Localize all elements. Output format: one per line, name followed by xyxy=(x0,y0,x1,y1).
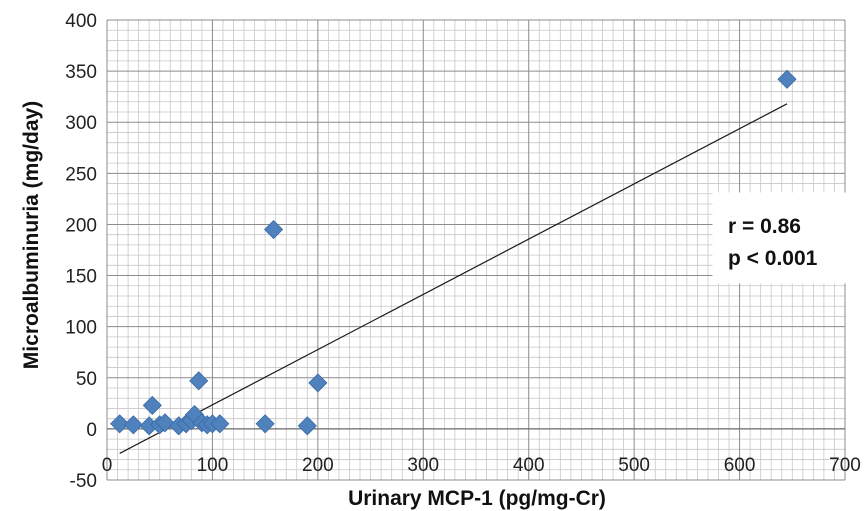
stats-box xyxy=(712,192,846,284)
p-value-label: p < 0.001 xyxy=(728,247,818,270)
x-tick-label: 100 xyxy=(197,455,229,476)
data-point xyxy=(110,414,130,434)
y-tick-label: 400 xyxy=(65,11,97,32)
y-tick-label: 250 xyxy=(65,164,97,185)
data-point xyxy=(189,371,209,391)
trendline-group xyxy=(119,103,788,454)
data-point xyxy=(123,415,143,435)
data-point xyxy=(142,395,162,415)
x-tick-labels: 0 100 200 300 400 500 600 700 xyxy=(102,455,861,476)
y-tick-label: -50 xyxy=(70,471,97,492)
y-axis-title: Microalbuminuria (mg/day) xyxy=(20,101,43,369)
x-tick-label: 400 xyxy=(513,455,545,476)
y-tick-label: 50 xyxy=(76,369,97,390)
x-tick-label: 500 xyxy=(618,455,650,476)
data-point xyxy=(264,219,284,240)
data-point xyxy=(308,373,328,393)
minor-grid xyxy=(107,20,845,480)
x-tick-label: 0 xyxy=(102,455,113,476)
x-tick-label: 600 xyxy=(724,455,756,476)
y-tick-labels: -50 0 50 100 150 200 250 300 350 400 xyxy=(65,11,97,492)
data-points xyxy=(110,69,797,436)
r-value-label: r = 0.86 xyxy=(728,215,801,238)
y-tick-label: 300 xyxy=(65,113,97,134)
y-tick-label: 350 xyxy=(65,62,97,83)
data-point xyxy=(255,414,275,434)
x-tick-label: 200 xyxy=(302,455,334,476)
y-tick-label: 200 xyxy=(65,215,97,236)
data-point xyxy=(155,413,175,433)
x-tick-label: 300 xyxy=(407,455,439,476)
data-point xyxy=(777,69,797,89)
stats-annotation: r = 0.86 p < 0.001 xyxy=(712,192,846,284)
data-point xyxy=(210,414,230,434)
x-tick-label: 700 xyxy=(829,455,861,476)
y-tick-label: 100 xyxy=(65,318,97,339)
x-axis-title: Urinary MCP-1 (pg/mg-Cr) xyxy=(348,487,606,510)
y-tick-label: 0 xyxy=(86,420,97,441)
data-point xyxy=(297,416,317,436)
trendline xyxy=(119,103,788,454)
y-tick-label: 150 xyxy=(65,267,97,288)
